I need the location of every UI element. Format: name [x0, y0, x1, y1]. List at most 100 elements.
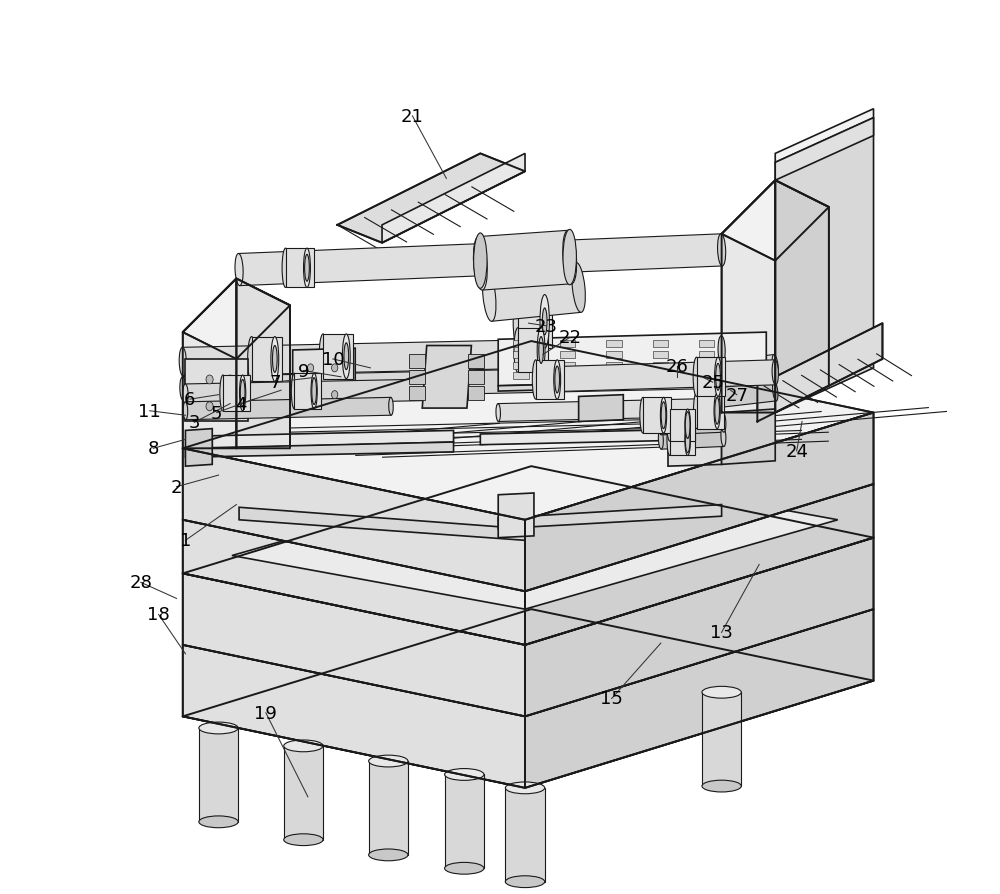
Text: 5: 5 [211, 404, 222, 422]
Ellipse shape [772, 360, 778, 385]
Bar [606, 351, 622, 358]
Ellipse shape [714, 393, 720, 429]
Text: 11: 11 [138, 402, 161, 420]
Ellipse shape [532, 360, 539, 400]
Polygon shape [185, 398, 391, 420]
Ellipse shape [685, 424, 690, 456]
Polygon shape [722, 409, 775, 465]
Polygon shape [212, 431, 454, 449]
Polygon shape [668, 413, 722, 467]
Polygon shape [183, 342, 874, 520]
Ellipse shape [542, 308, 547, 335]
Bar [699, 362, 714, 369]
Polygon shape [498, 505, 722, 529]
Ellipse shape [474, 233, 487, 289]
Ellipse shape [272, 346, 277, 373]
Ellipse shape [199, 816, 238, 828]
Ellipse shape [180, 377, 186, 401]
Bar [653, 351, 668, 358]
Polygon shape [183, 279, 236, 449]
Polygon shape [775, 110, 874, 163]
Polygon shape [185, 379, 454, 406]
Polygon shape [337, 155, 525, 243]
Polygon shape [525, 485, 874, 645]
Ellipse shape [369, 849, 408, 861]
Text: 2: 2 [171, 478, 182, 496]
Ellipse shape [658, 416, 663, 435]
Text: 18: 18 [147, 606, 170, 624]
Ellipse shape [555, 367, 560, 393]
Ellipse shape [284, 740, 323, 752]
Ellipse shape [685, 426, 690, 453]
Ellipse shape [473, 237, 487, 291]
Ellipse shape [702, 780, 741, 792]
Ellipse shape [451, 379, 456, 401]
Ellipse shape [693, 393, 700, 429]
Text: 15: 15 [600, 690, 623, 708]
Ellipse shape [685, 412, 690, 439]
Text: 13: 13 [710, 624, 733, 642]
Polygon shape [670, 409, 695, 442]
Ellipse shape [719, 388, 724, 408]
Ellipse shape [658, 430, 663, 450]
Text: 23: 23 [535, 317, 558, 335]
Polygon shape [422, 346, 471, 409]
Ellipse shape [183, 402, 188, 420]
Bar [606, 341, 622, 348]
Polygon shape [775, 119, 874, 413]
Ellipse shape [554, 360, 561, 400]
Polygon shape [284, 746, 323, 839]
Polygon shape [697, 358, 725, 397]
Bar [513, 373, 529, 380]
Text: 9: 9 [298, 362, 309, 380]
Ellipse shape [661, 402, 666, 429]
Ellipse shape [319, 334, 327, 379]
Polygon shape [183, 279, 290, 359]
Bar [560, 362, 575, 369]
Polygon shape [498, 380, 766, 392]
Text: 25: 25 [701, 374, 724, 392]
Bar [409, 386, 425, 401]
Ellipse shape [369, 755, 408, 767]
Text: 4: 4 [235, 395, 247, 413]
Ellipse shape [307, 365, 314, 373]
Bar [560, 351, 575, 358]
Polygon shape [505, 788, 545, 881]
Polygon shape [183, 520, 525, 645]
Polygon shape [183, 467, 874, 645]
Ellipse shape [514, 328, 522, 373]
Ellipse shape [445, 769, 484, 780]
Ellipse shape [685, 409, 690, 442]
Polygon shape [518, 328, 548, 373]
Ellipse shape [305, 255, 309, 282]
Polygon shape [293, 349, 355, 413]
Polygon shape [286, 249, 314, 288]
Ellipse shape [719, 366, 725, 389]
Ellipse shape [291, 374, 298, 409]
Ellipse shape [715, 398, 719, 425]
Ellipse shape [715, 358, 721, 397]
Ellipse shape [513, 295, 523, 349]
Ellipse shape [240, 380, 245, 407]
Polygon shape [579, 395, 623, 422]
Polygon shape [702, 693, 741, 786]
Polygon shape [660, 427, 724, 450]
Polygon shape [238, 234, 722, 286]
Polygon shape [182, 336, 722, 376]
Text: 21: 21 [401, 108, 424, 126]
Polygon shape [185, 429, 212, 467]
Polygon shape [236, 279, 290, 449]
Ellipse shape [332, 365, 338, 373]
Ellipse shape [227, 402, 234, 411]
Polygon shape [498, 399, 722, 422]
Polygon shape [382, 155, 525, 243]
Text: 24: 24 [785, 443, 808, 460]
Ellipse shape [716, 364, 720, 391]
Bar [409, 370, 425, 384]
Ellipse shape [282, 249, 289, 288]
Polygon shape [185, 443, 454, 458]
Ellipse shape [304, 249, 310, 288]
Bar [606, 373, 622, 380]
Polygon shape [775, 119, 874, 181]
Ellipse shape [307, 392, 314, 400]
